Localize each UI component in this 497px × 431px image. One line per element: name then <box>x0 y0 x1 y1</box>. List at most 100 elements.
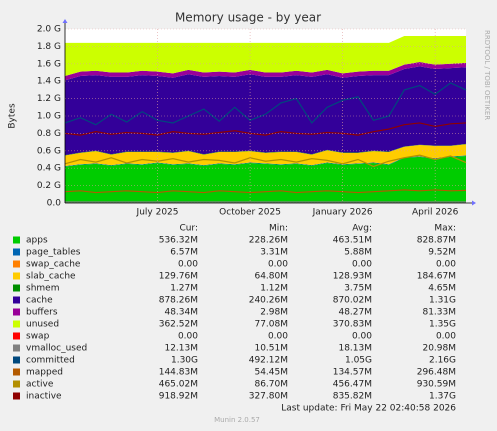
legend-stat: 2.16G <box>429 356 456 366</box>
legend-stat: 5.88M <box>344 248 372 258</box>
legend-stat: 492.12M <box>249 356 288 366</box>
line-committed <box>64 82 467 126</box>
legend-swatch <box>13 308 20 316</box>
line-active <box>64 154 467 168</box>
legend-stat: 930.59M <box>417 380 456 390</box>
y-axis-arrow <box>62 19 68 23</box>
area-unused <box>65 35 466 76</box>
legend-stat: 128.93M <box>333 272 372 282</box>
legend-stat: 3.75M <box>344 284 372 294</box>
legend-swatch <box>13 296 20 304</box>
y-tick-label: 0.8 G <box>37 129 61 139</box>
y-tick-label: 1.2 G <box>37 94 61 104</box>
x-tick-label: January 2026 <box>312 208 373 218</box>
legend-header: Cur: <box>179 224 198 234</box>
legend-stat: 362.52M <box>159 320 198 330</box>
legend-stat: 2.98M <box>260 308 288 318</box>
legend-stat: 3.31M <box>260 248 288 258</box>
y-tick-label: 0.4 G <box>37 164 61 174</box>
legend-label: cache <box>26 296 53 306</box>
side-note: RRDTOOL / TOBI OETIKER <box>483 30 491 120</box>
legend-swatch <box>13 332 20 340</box>
y-tick-label: 1.6 G <box>37 59 61 69</box>
legend-label: swap_cache <box>26 260 81 270</box>
x-axis-arrow <box>472 200 476 206</box>
legend-stat: 20.98M <box>422 344 456 354</box>
legend-stat: 1.37G <box>429 392 456 402</box>
legend-label: committed <box>26 356 75 366</box>
legend-stat: 18.13M <box>338 344 372 354</box>
legend-stat: 465.02M <box>159 380 198 390</box>
legend-label: vmalloc_used <box>26 344 87 354</box>
legend-stat: 0.00 <box>268 332 288 342</box>
legend-stat: 48.27M <box>338 308 372 318</box>
line-mapped <box>64 189 467 194</box>
legend-stat: 463.51M <box>333 236 372 246</box>
line-layer <box>64 82 467 203</box>
legend-swatch <box>13 356 20 364</box>
x-tick-label: October 2025 <box>219 208 281 218</box>
legend-stat: 0.00 <box>178 332 198 342</box>
legend-swatch <box>13 272 20 280</box>
axis-layer: 0.0 0.2 G 0.4 G 0.6 G 0.8 G 1.0 G 1.2 G 1.4 G 1.… <box>37 19 476 218</box>
legend-stat: 828.87M <box>417 236 456 246</box>
legend-stat: 1.35G <box>429 320 456 330</box>
legend-stat: 228.26M <box>249 236 288 246</box>
y-tick-label: 0.2 G <box>37 181 61 191</box>
legend-stat: 81.33M <box>422 308 456 318</box>
legend-stat: 870.02M <box>333 296 372 306</box>
legend-stat: 144.83M <box>159 368 198 378</box>
legend-stat: 878.26M <box>159 296 198 306</box>
legend-stat: 327.80M <box>249 392 288 402</box>
legend-stat: 54.45M <box>254 368 288 378</box>
y-axis-label: Bytes <box>8 103 18 129</box>
legend: Cur: Min: Avg: Max: apps 536.32M 228.26M 463.51… <box>13 224 456 402</box>
legend-label: page_tables <box>26 248 81 258</box>
legend-stat: 134.57M <box>333 368 372 378</box>
legend-swatch <box>13 344 20 352</box>
legend-swatch <box>13 320 20 328</box>
legend-label: slab_cache <box>26 272 76 282</box>
legend-stat: 1.30G <box>171 356 198 366</box>
legend-label: unused <box>26 320 59 330</box>
version: Munin 2.0.57 <box>214 416 260 424</box>
legend-label: swap <box>26 332 50 342</box>
legend-header: Min: <box>269 224 288 234</box>
legend-stat: 1.27M <box>170 284 198 294</box>
legend-stat: 456.47M <box>333 380 372 390</box>
legend-label: mapped <box>26 368 63 378</box>
y-tick-label: 2.0 G <box>37 25 61 35</box>
legend-stat: 12.13M <box>164 344 198 354</box>
legend-stat: 1.12M <box>260 284 288 294</box>
legend-stat: 296.48M <box>417 368 456 378</box>
y-tick-label: 1.4 G <box>37 77 61 87</box>
legend-swatch <box>13 284 20 292</box>
legend-stat: 536.32M <box>159 236 198 246</box>
legend-stat: 0.00 <box>436 260 456 270</box>
legend-label: inactive <box>26 392 62 402</box>
legend-swatch <box>13 248 20 256</box>
legend-stat: 9.52M <box>428 248 456 258</box>
y-tick-label: 1.8 G <box>37 42 61 52</box>
legend-stat: 0.00 <box>268 260 288 270</box>
x-tick-label: April 2026 <box>412 208 459 218</box>
legend-swatch <box>13 260 20 268</box>
legend-stat: 918.92M <box>159 392 198 402</box>
legend-swatch <box>13 368 20 376</box>
legend-label: shmem <box>26 284 59 294</box>
legend-stat: 370.83M <box>333 320 372 330</box>
last-update: Last update: Fri May 22 02:40:58 2026 <box>281 404 456 414</box>
legend-label: buffers <box>26 308 58 318</box>
legend-stat: 129.76M <box>159 272 198 282</box>
y-tick-label: 0.6 G <box>37 146 61 156</box>
area-layer <box>65 35 466 203</box>
chart-title: Memory usage - by year <box>175 11 321 25</box>
line-inactive <box>64 122 467 136</box>
x-tick-label: July 2025 <box>136 208 179 218</box>
legend-stat: 4.65M <box>428 284 456 294</box>
area-cache <box>65 66 466 156</box>
legend-swatch <box>13 380 20 388</box>
legend-stat: 10.51M <box>254 344 288 354</box>
legend-header: Max: <box>434 224 456 234</box>
